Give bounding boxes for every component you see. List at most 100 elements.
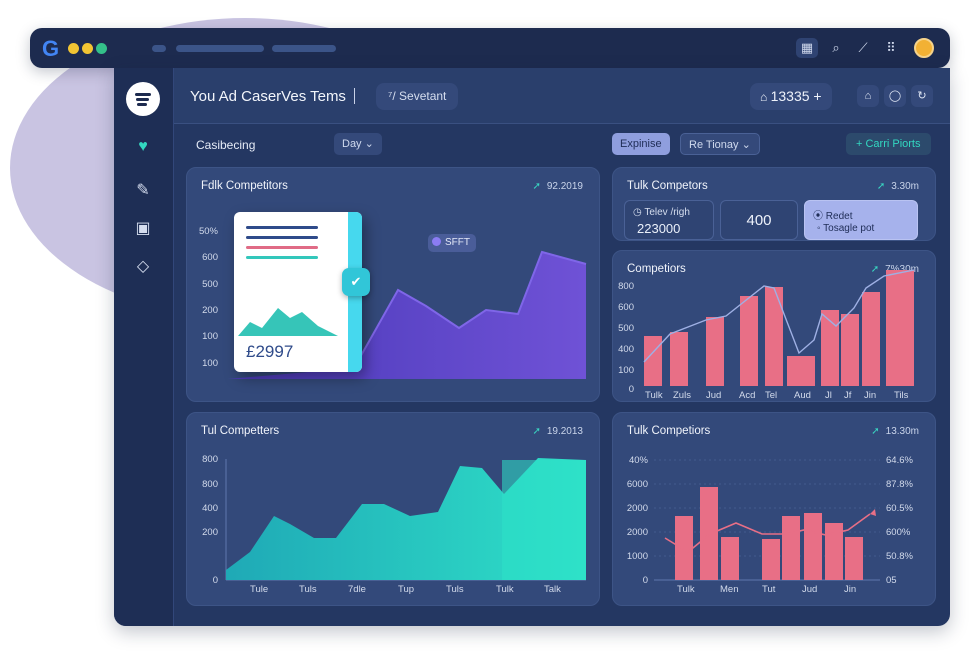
- pink-bar-chart: [643, 269, 915, 386]
- calendar-icon[interactable]: ▣: [135, 220, 151, 237]
- apps-icon[interactable]: ⠿: [886, 40, 896, 55]
- trend-line: [643, 269, 915, 363]
- y-tick-left: 6000: [626, 479, 648, 490]
- x-tick: Tup: [398, 584, 415, 595]
- x-tick: Jin: [864, 390, 877, 401]
- card-title: Tulk Competors: [627, 180, 708, 192]
- window-dot-yellow-2[interactable]: [82, 43, 93, 54]
- y-tick-right: 05: [886, 575, 897, 586]
- tag-icon[interactable]: ◇: [136, 258, 150, 275]
- day-dropdown[interactable]: Day ⌄: [334, 133, 382, 155]
- stat-value: ◦ Tosagle pot: [817, 223, 875, 234]
- bar: [825, 523, 843, 580]
- pin-icon: ⦿: [813, 211, 826, 222]
- x-tick: Men: [720, 584, 739, 595]
- y-tick-right: 60.5%: [886, 503, 913, 514]
- bar: [841, 314, 859, 386]
- bar: [787, 356, 815, 386]
- tab-pill-2[interactable]: [176, 45, 264, 52]
- browser-topbar: G ▦ ⌕ ⟋ ⠿: [30, 28, 950, 68]
- trend-up-icon: ➚: [532, 181, 541, 192]
- grid-icon[interactable]: ▦: [796, 38, 818, 58]
- y-tick: 800: [202, 454, 218, 465]
- y-tick: 0: [212, 575, 218, 586]
- avatar[interactable]: [914, 38, 934, 58]
- y-tick: 200: [202, 305, 218, 316]
- bar: [765, 287, 783, 386]
- y-tick: 100: [202, 331, 218, 342]
- bar: [644, 336, 662, 386]
- google-logo: G: [42, 36, 60, 61]
- add-reports-button[interactable]: + Carri Piorts: [846, 133, 931, 155]
- window-dot-green[interactable]: [96, 43, 107, 54]
- sidebar: ♥ ✎ ▣ ◇: [114, 68, 174, 626]
- magic-wand-icon[interactable]: ⟋: [858, 40, 868, 55]
- trend-up-icon: ➚: [532, 426, 541, 437]
- clock-icon: ◷: [633, 207, 645, 218]
- stat-count[interactable]: 400: [720, 200, 798, 240]
- tab-pill-1[interactable]: [152, 45, 166, 52]
- edit-icon[interactable]: ✎: [136, 182, 150, 199]
- card-title: Tulk Competiors: [627, 425, 711, 437]
- refresh-icon[interactable]: ↻: [911, 85, 933, 107]
- header: You Ad CaserVes Tems ⁷/ Sevetant ⌂ 13335…: [174, 68, 950, 124]
- trend-arrow: [870, 509, 876, 516]
- sfft-chip[interactable]: SFFT: [428, 234, 476, 252]
- card-meta: ➚ 3.30m: [876, 181, 919, 192]
- y-tick-right: 600%: [886, 527, 911, 538]
- stat-telev[interactable]: ◷ Telev /righ 223000: [624, 200, 714, 240]
- y-tick: 500: [618, 323, 634, 334]
- search-chip[interactable]: ⁷/ Sevetant: [376, 83, 459, 110]
- report-document[interactable]: £2997: [234, 212, 362, 372]
- card-title: Fdlk Competitors: [201, 180, 288, 192]
- y-tick: 800: [618, 281, 634, 292]
- stat-redet[interactable]: ⦿ Redet ◦ Tosagle pot: [804, 200, 918, 240]
- podcast-logo[interactable]: [126, 82, 160, 116]
- trend-up-icon: ➚: [876, 181, 886, 192]
- counter-chip[interactable]: ⌂ 13335 +: [750, 83, 832, 110]
- home-icon[interactable]: ⌂: [857, 85, 879, 107]
- y-tick-left: 2000: [626, 527, 648, 538]
- y-tick: 400: [618, 344, 634, 355]
- tionay-dropdown[interactable]: Re Tionay ⌄: [680, 133, 760, 155]
- x-tick: Jud: [706, 390, 722, 401]
- card-meta: ➚ 13.30m: [871, 426, 919, 437]
- dashboard-window: ♥ ✎ ▣ ◇ You Ad CaserVes Tems ⁷/ Sevetant…: [114, 68, 950, 626]
- x-tick: Jin: [844, 584, 857, 595]
- shield-icon[interactable]: ◯: [884, 85, 906, 107]
- explore-button[interactable]: Expinise: [612, 133, 670, 155]
- card-title: Competiors: [627, 263, 686, 275]
- trend-line: [664, 513, 871, 553]
- toggle-icon: ◦: [817, 223, 824, 234]
- y-tick-left: 40%: [628, 455, 648, 466]
- y-tick: 0: [628, 384, 634, 395]
- trend-up-icon: ➚: [870, 264, 880, 275]
- y-tick-left: 2000: [626, 503, 648, 514]
- y-tick-right: 87.8%: [886, 479, 913, 490]
- x-tick: Tule: [250, 584, 269, 595]
- y-tick-right: 50.8%: [886, 551, 913, 562]
- bar: [804, 513, 822, 580]
- sparkle-icon: ⁷/: [388, 89, 400, 103]
- x-tick: Tulk: [645, 390, 663, 401]
- x-tick: Tuls: [446, 584, 464, 595]
- dot-icon: [432, 237, 441, 246]
- search-icon[interactable]: ⌕: [832, 40, 840, 55]
- x-tick: Jf: [844, 390, 852, 401]
- y-tick: 100: [202, 358, 218, 369]
- x-tick: Tuls: [299, 584, 317, 595]
- tab-pill-3[interactable]: [272, 45, 336, 52]
- y-tick-left: 1000: [626, 551, 648, 562]
- window-dot-yellow[interactable]: [68, 43, 79, 54]
- x-tick: Tulk: [677, 584, 695, 595]
- stat-label: ⦿ Redet: [813, 211, 853, 222]
- check-icon[interactable]: ✔: [342, 268, 370, 296]
- y-tick: 800: [202, 479, 218, 490]
- y-tick: 600: [202, 252, 218, 263]
- x-tick: Tils: [894, 390, 909, 401]
- x-tick: Acd: [739, 390, 756, 401]
- purple-area: [228, 252, 586, 379]
- bar: [740, 296, 758, 386]
- purple-line: [353, 250, 587, 369]
- heart-icon[interactable]: ♥: [138, 138, 148, 155]
